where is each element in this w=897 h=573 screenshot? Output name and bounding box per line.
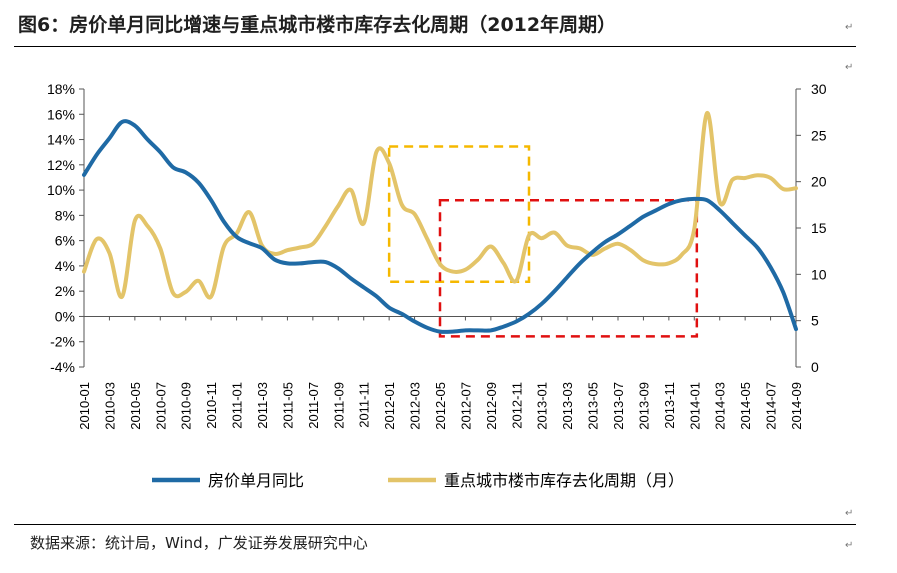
- right-tick-label: 15: [811, 220, 827, 236]
- bottom-rule: [14, 524, 856, 525]
- x-tick-label: 2010-07: [153, 382, 168, 430]
- x-tick-label: 2013-05: [586, 382, 601, 430]
- legend-label: 房价单月同比: [208, 471, 304, 490]
- x-tick-label: 2010-09: [179, 382, 194, 430]
- return-mark-icon: ↵: [845, 62, 854, 73]
- x-tick-label: 2012-09: [484, 382, 499, 430]
- left-tick-label: -4%: [50, 359, 75, 375]
- left-tick-label: 2%: [55, 283, 75, 299]
- x-tick-label: 2013-09: [636, 382, 651, 430]
- x-tick-label: 2013-01: [535, 382, 550, 430]
- left-tick-label: 18%: [47, 81, 75, 97]
- left-tick-label: 0%: [55, 308, 75, 324]
- right-tick-label: 5: [811, 313, 819, 329]
- x-tick-label: 2010-03: [102, 382, 117, 430]
- x-tick-label: 2014-01: [687, 382, 702, 430]
- x-tick-label: 2010-05: [128, 382, 143, 430]
- x-tick-label: 2012-11: [509, 382, 524, 429]
- yellow-dashed-box: [387, 145, 531, 283]
- x-tick-label: 2012-07: [458, 382, 473, 430]
- x-tick-label: 2012-05: [433, 382, 448, 430]
- chart-series: [82, 111, 798, 334]
- x-tick-label: 2014-03: [713, 382, 728, 430]
- x-tick-label: 2014-09: [789, 382, 804, 430]
- x-tick-label: 2010-01: [77, 382, 92, 430]
- right-tick-label: 10: [811, 266, 827, 282]
- left-tick-label: 12%: [47, 157, 75, 173]
- return-mark-icon: ↵: [845, 22, 854, 33]
- chart-axes: [79, 88, 801, 368]
- left-tick-label: 8%: [55, 207, 75, 223]
- red-dashed-box: [438, 198, 699, 338]
- legend-label: 重点城市楼市库存去化周期（月）: [444, 471, 684, 490]
- page-title: 图6：房价单月同比增速与重点城市楼市库存去化周期（2012年周期）: [18, 14, 617, 36]
- x-tick-label: 2013-11: [662, 382, 677, 429]
- x-tick-label: 2013-03: [560, 382, 575, 430]
- x-tick-label: 2014-07: [764, 382, 779, 430]
- annotation-boxes: [387, 145, 699, 338]
- right-tick-label: 20: [811, 174, 827, 190]
- return-mark-icon: ↵: [845, 540, 854, 551]
- x-tick-label: 2011-09: [331, 382, 346, 429]
- left-tick-label: -2%: [50, 334, 75, 350]
- left-tick-label: 6%: [55, 233, 75, 249]
- series-line-inventory-cycle: [82, 111, 798, 300]
- x-tick-label: 2011-05: [280, 382, 295, 429]
- right-tick-label: 25: [811, 127, 827, 143]
- right-tick-label: 0: [811, 359, 819, 375]
- chart-legend: 房价单月同比 重点城市楼市库存去化周期（月）: [152, 471, 684, 490]
- x-tick-label: 2011-07: [306, 382, 321, 429]
- x-tick-label: 2011-11: [357, 382, 372, 428]
- x-tick-label: 2014-05: [738, 382, 753, 430]
- x-tick-label: 2011-03: [255, 382, 270, 429]
- x-tick-label: 2013-07: [611, 382, 626, 430]
- left-tick-label: 4%: [55, 258, 75, 274]
- return-mark-icon: ↵: [845, 508, 854, 519]
- x-tick-label: 2010-11: [204, 382, 219, 429]
- left-tick-label: 16%: [47, 106, 75, 122]
- left-tick-label: 10%: [47, 182, 75, 198]
- top-rule: [14, 46, 856, 47]
- series-line-price-yoy: [82, 119, 798, 334]
- x-tick-label: 2012-01: [382, 382, 397, 430]
- x-tick-label: 2012-03: [408, 382, 423, 430]
- x-tick-label: 2011-01: [230, 382, 245, 429]
- source-note: 数据来源：统计局，Wind，广发证券发展研究中心: [30, 534, 368, 552]
- tick-labels: 18% 16% 14% 12% 10% 8% 6% 4% 2% 0% -2% -4% 30 25 20 15 1…: [47, 81, 827, 430]
- right-tick-label: 30: [811, 81, 827, 97]
- left-tick-label: 14%: [47, 132, 75, 148]
